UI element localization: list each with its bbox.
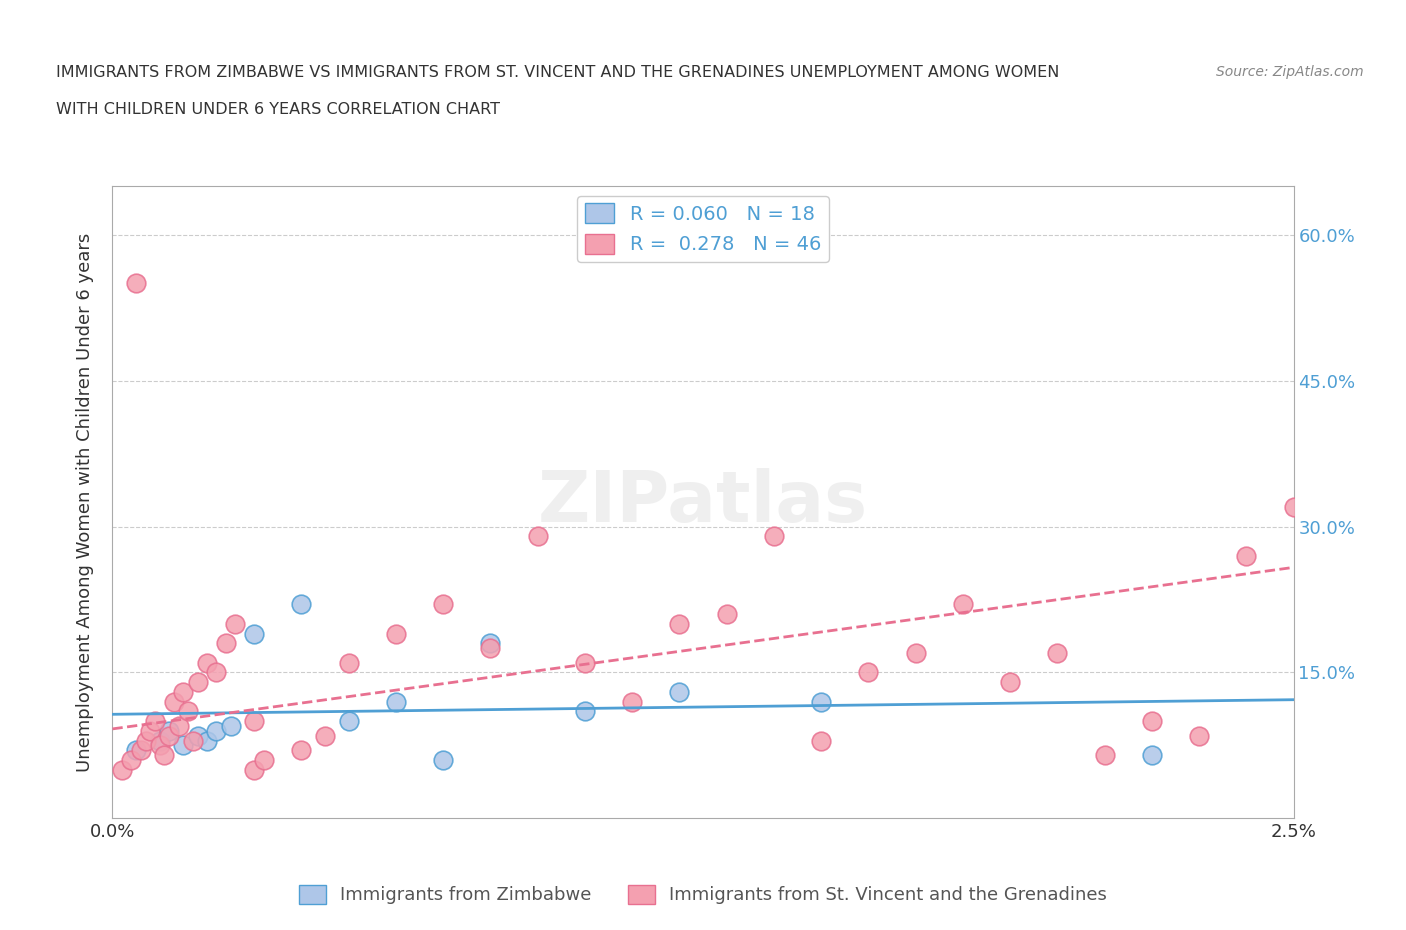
Point — [337, 656, 360, 671]
Point — [219, 719, 242, 734]
Point — [1046, 645, 1069, 660]
Point — [157, 728, 180, 743]
Point — [243, 763, 266, 777]
Point — [167, 719, 190, 734]
Point — [195, 733, 218, 748]
Point — [215, 636, 238, 651]
Point — [904, 645, 927, 660]
Point — [172, 738, 194, 753]
Legend: R = 0.060   N = 18, R =  0.278   N = 46: R = 0.060 N = 18, R = 0.278 N = 46 — [578, 195, 828, 262]
Point — [125, 276, 148, 291]
Point — [111, 763, 134, 777]
Point — [621, 694, 644, 709]
Point — [526, 529, 548, 544]
Point — [668, 684, 690, 699]
Point — [762, 529, 785, 544]
Point — [243, 626, 266, 641]
Point — [810, 733, 832, 748]
Point — [1140, 748, 1163, 763]
Point — [129, 743, 152, 758]
Point — [952, 597, 974, 612]
Point — [998, 675, 1021, 690]
Point — [1094, 748, 1116, 763]
Point — [143, 713, 166, 728]
Point — [574, 704, 596, 719]
Text: IMMIGRANTS FROM ZIMBABWE VS IMMIGRANTS FROM ST. VINCENT AND THE GRENADINES UNEMP: IMMIGRANTS FROM ZIMBABWE VS IMMIGRANTS F… — [56, 65, 1060, 80]
Point — [181, 733, 204, 748]
Point — [314, 728, 336, 743]
Point — [668, 617, 690, 631]
Point — [195, 656, 218, 671]
Point — [479, 641, 502, 656]
Point — [1140, 713, 1163, 728]
Point — [432, 597, 454, 612]
Point — [716, 606, 738, 621]
Point — [337, 713, 360, 728]
Point — [125, 743, 148, 758]
Point — [163, 694, 186, 709]
Point — [205, 724, 228, 738]
Point — [149, 738, 172, 753]
Point — [243, 713, 266, 728]
Point — [149, 733, 172, 748]
Point — [290, 597, 312, 612]
Point — [290, 743, 312, 758]
Point — [177, 704, 200, 719]
Point — [172, 684, 194, 699]
Point — [253, 752, 276, 767]
Point — [186, 675, 208, 690]
Point — [810, 694, 832, 709]
Point — [205, 665, 228, 680]
Point — [157, 724, 180, 738]
Point — [224, 617, 246, 631]
Legend: Immigrants from Zimbabwe, Immigrants from St. Vincent and the Grenadines: Immigrants from Zimbabwe, Immigrants fro… — [291, 878, 1115, 911]
Text: WITH CHILDREN UNDER 6 YEARS CORRELATION CHART: WITH CHILDREN UNDER 6 YEARS CORRELATION … — [56, 102, 501, 117]
Point — [1188, 728, 1211, 743]
Point — [385, 694, 408, 709]
Point — [135, 733, 157, 748]
Y-axis label: Unemployment Among Women with Children Under 6 years: Unemployment Among Women with Children U… — [76, 232, 94, 772]
Point — [432, 752, 454, 767]
Point — [1282, 499, 1305, 514]
Point — [186, 728, 208, 743]
Point — [858, 665, 880, 680]
Point — [120, 752, 142, 767]
Text: ZIPatlas: ZIPatlas — [538, 468, 868, 537]
Point — [479, 636, 502, 651]
Text: Source: ZipAtlas.com: Source: ZipAtlas.com — [1216, 65, 1364, 79]
Point — [153, 748, 176, 763]
Point — [385, 626, 408, 641]
Point — [574, 656, 596, 671]
Point — [139, 724, 162, 738]
Point — [1234, 549, 1257, 564]
